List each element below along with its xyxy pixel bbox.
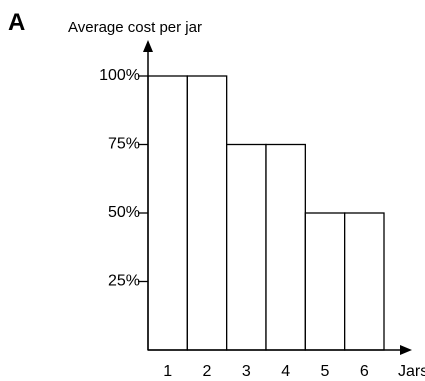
y-tick-label: 75% [108, 136, 140, 153]
y-axis-arrow [143, 40, 153, 52]
x-tick-label: 4 [281, 363, 290, 380]
y-ticks-group: 25% 50% 75% 100% [99, 67, 148, 290]
x-axis-title: Jars [398, 363, 425, 380]
bar-jar-2 [186, 75, 228, 351]
y-axis-title: Average cost per jar [68, 19, 202, 36]
x-tick-label: 1 [163, 363, 172, 380]
bar-jar-3 [226, 143, 267, 351]
bar-jar-4 [265, 143, 306, 351]
bar-jar-5 [304, 212, 346, 351]
x-tick-label: 3 [242, 363, 251, 380]
bars-group [147, 75, 385, 351]
x-ticks-group: 1 2 3 4 5 6 [163, 363, 369, 380]
y-tick-label: 50% [108, 204, 140, 221]
y-tick-label: 25% [108, 273, 140, 290]
x-tick-label: 6 [360, 363, 369, 380]
x-tick-label: 2 [203, 363, 212, 380]
bar-jar-1 [147, 75, 188, 351]
panel-letter: A [8, 9, 25, 36]
bar-jar-6 [344, 212, 385, 351]
y-tick-label: 100% [99, 67, 140, 84]
x-axis-arrow [400, 345, 412, 355]
x-tick-label: 5 [321, 363, 330, 380]
